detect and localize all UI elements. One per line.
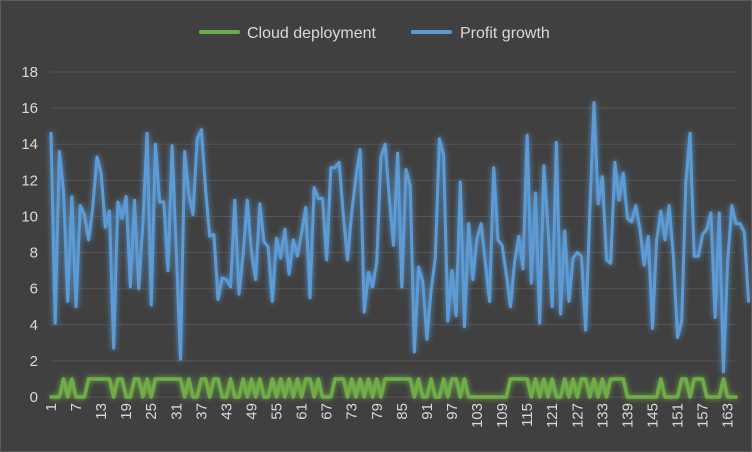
x-tick-label: 121 <box>544 403 561 428</box>
legend-label: Cloud deployment <box>247 25 377 42</box>
x-axis-labels: 1 7 13 19 25 31 37 43 49 55 61 67 73 79 85 91 97 103 109 11… <box>43 403 737 428</box>
x-tick-label: 43 <box>218 403 235 420</box>
y-tick-label: 16 <box>21 100 38 117</box>
x-tick-label: 79 <box>369 403 386 420</box>
y-axis-labels: 0 2 4 6 8 10 12 14 16 18 <box>21 64 38 406</box>
x-tick-label: 25 <box>143 403 160 420</box>
x-tick-label: 7 <box>68 403 85 411</box>
y-tick-label: 18 <box>21 64 38 81</box>
x-tick-label: 49 <box>243 403 260 420</box>
y-tick-label: 4 <box>30 317 38 334</box>
y-tick-label: 2 <box>30 353 38 370</box>
y-tick-label: 0 <box>30 389 38 406</box>
x-tick-label: 37 <box>193 403 210 420</box>
x-tick-label: 157 <box>695 403 712 428</box>
x-tick-label: 73 <box>344 403 361 420</box>
x-tick-label: 103 <box>469 403 486 428</box>
series-line-cloud-deployment <box>49 377 738 399</box>
x-tick-label: 13 <box>93 403 110 420</box>
x-tick-label: 145 <box>644 403 661 428</box>
x-tick-label: 139 <box>619 403 636 428</box>
x-tick-label: 67 <box>319 403 336 420</box>
x-tick-label: 151 <box>670 403 687 428</box>
series-line-profit-growth <box>49 101 751 374</box>
y-tick-label: 6 <box>30 281 38 298</box>
x-tick-label: 97 <box>444 403 461 420</box>
x-tick-label: 1 <box>43 403 60 411</box>
x-tick-label: 109 <box>494 403 511 428</box>
y-tick-label: 10 <box>21 208 38 225</box>
x-tick-label: 55 <box>269 403 286 420</box>
x-tick-label: 31 <box>168 403 185 420</box>
y-tick-label: 8 <box>30 245 38 262</box>
series-lines <box>49 101 751 399</box>
y-tick-label: 14 <box>21 136 38 153</box>
y-tick-label: 12 <box>21 172 38 189</box>
x-tick-label: 115 <box>519 403 536 427</box>
x-tick-label: 163 <box>720 403 737 428</box>
x-tick-label: 85 <box>394 403 411 420</box>
x-tick-label: 91 <box>419 403 436 420</box>
x-tick-label: 127 <box>569 403 586 428</box>
legend: Cloud deployment Profit growth <box>199 25 550 42</box>
x-tick-label: 133 <box>594 403 611 428</box>
legend-label: Profit growth <box>460 25 550 42</box>
x-tick-label: 61 <box>294 403 311 420</box>
x-tick-label: 19 <box>118 403 135 420</box>
